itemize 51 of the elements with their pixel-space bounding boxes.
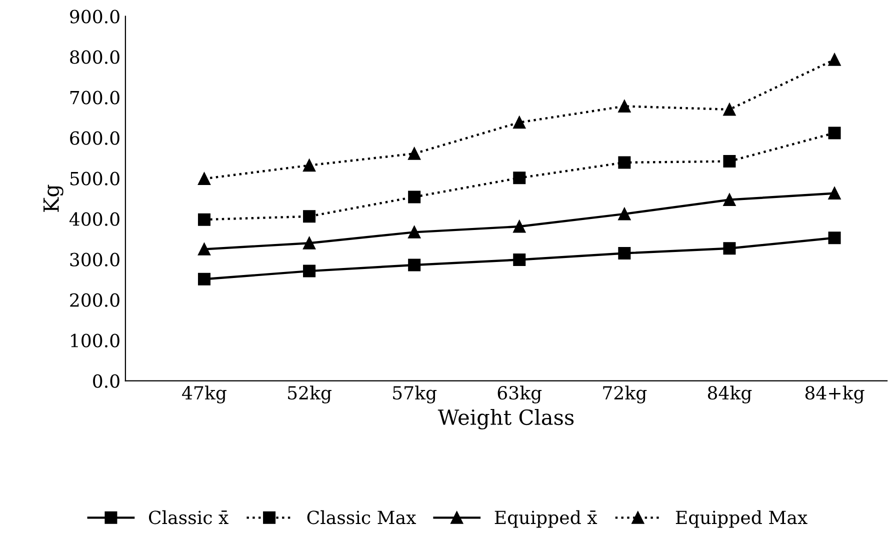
legend-label: Classic x̄ — [148, 510, 228, 524]
point — [723, 242, 736, 255]
y-tick-label: 0.0 — [93, 374, 120, 388]
point — [723, 194, 736, 206]
y-tick-label: 800.0 — [70, 50, 120, 64]
x-tick-label: 57kg — [393, 386, 437, 404]
point — [828, 232, 841, 244]
point — [303, 264, 316, 278]
legend-label: Classic Max — [307, 510, 416, 524]
point — [408, 226, 421, 238]
point — [618, 246, 631, 260]
x-tick-label: 63kg — [498, 386, 542, 404]
y-tick-label: 500.0 — [70, 172, 120, 186]
point — [513, 116, 526, 129]
x-tick-label: 52kg — [288, 386, 332, 404]
legend-label: Equipped x̄ — [494, 510, 598, 528]
y-tick-label: 400.0 — [69, 212, 120, 226]
x-tick-label: 84kg — [708, 386, 752, 404]
point — [723, 103, 736, 116]
point — [618, 156, 631, 169]
point — [513, 253, 526, 266]
x-tick-label: 72kg — [603, 386, 647, 404]
point — [828, 126, 841, 140]
point — [828, 187, 841, 200]
y-axis-title: Kg — [44, 184, 64, 212]
point — [408, 258, 421, 272]
point — [513, 220, 526, 233]
y-tick-label: 100.0 — [71, 334, 120, 348]
point — [303, 236, 316, 250]
point — [198, 272, 210, 286]
point — [198, 172, 210, 185]
y-tick-label: 600.0 — [70, 131, 120, 145]
x-axis-title: Weight Class — [438, 408, 574, 430]
point — [513, 172, 526, 184]
legend-label: Equipped Max — [676, 510, 808, 528]
x-tick-label: 84+kg — [805, 386, 864, 404]
point — [723, 155, 736, 168]
point — [408, 147, 421, 160]
point — [198, 213, 210, 226]
point — [198, 242, 210, 256]
point — [303, 159, 316, 172]
y-tick-label: 300.0 — [70, 252, 120, 266]
y-tick-label: 900.0 — [70, 10, 120, 24]
point — [408, 190, 421, 204]
point — [618, 100, 631, 112]
point — [828, 53, 841, 66]
point — [303, 210, 316, 223]
point — [618, 208, 631, 220]
y-tick-label: 200.0 — [70, 293, 120, 307]
x-tick-label: 47kg — [182, 386, 226, 404]
y-tick-label: 700.0 — [70, 90, 120, 104]
